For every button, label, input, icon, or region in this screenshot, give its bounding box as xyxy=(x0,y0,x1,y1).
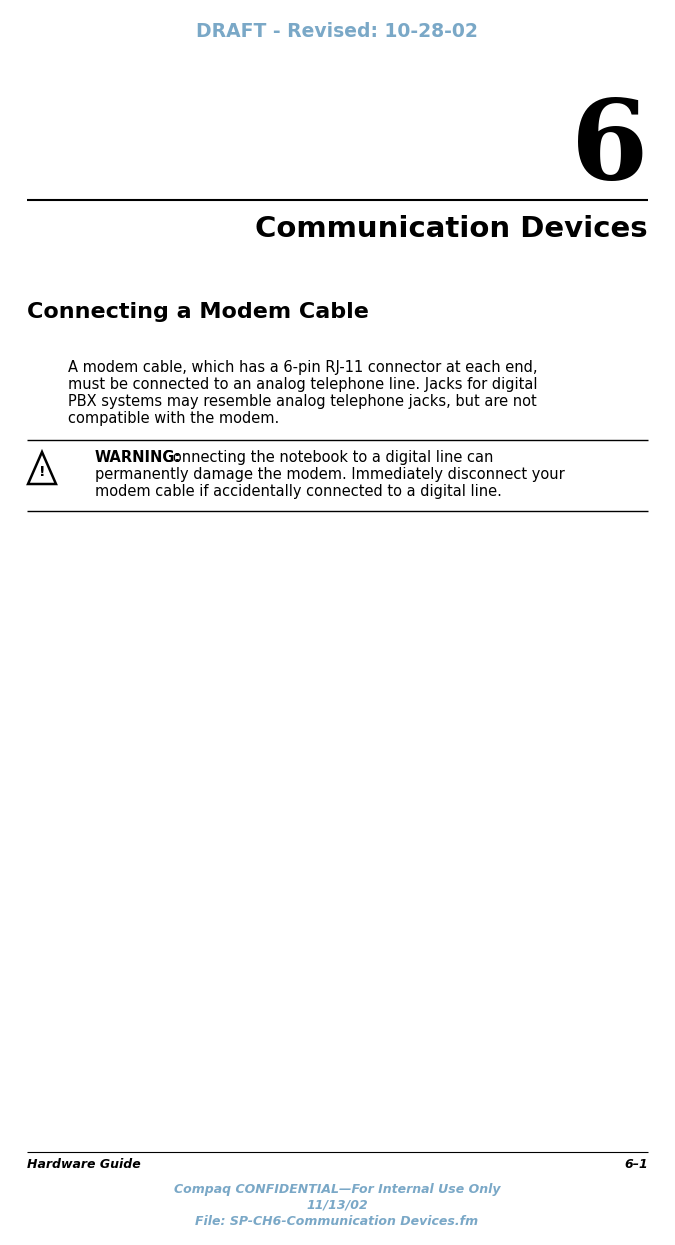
Text: 6: 6 xyxy=(570,95,648,202)
Text: 11/13/02: 11/13/02 xyxy=(306,1199,368,1211)
Text: Compaq CONFIDENTIAL—For Internal Use Only: Compaq CONFIDENTIAL—For Internal Use Onl… xyxy=(173,1183,500,1196)
Text: PBX systems may resemble analog telephone jacks, but are not: PBX systems may resemble analog telephon… xyxy=(68,393,537,410)
Text: A modem cable, which has a 6-pin RJ-11 connector at each end,: A modem cable, which has a 6-pin RJ-11 c… xyxy=(68,360,537,375)
Text: DRAFT - Revised: 10-28-02: DRAFT - Revised: 10-28-02 xyxy=(196,22,478,41)
Text: WARNING:: WARNING: xyxy=(95,449,182,464)
Text: Connecting the notebook to a digital line can: Connecting the notebook to a digital lin… xyxy=(158,449,493,464)
Text: modem cable if accidentally connected to a digital line.: modem cable if accidentally connected to… xyxy=(95,484,502,499)
Text: 6–1: 6–1 xyxy=(624,1158,648,1172)
Text: Connecting a Modem Cable: Connecting a Modem Cable xyxy=(27,303,369,322)
Text: !: ! xyxy=(38,464,45,479)
Text: compatible with the modem.: compatible with the modem. xyxy=(68,411,279,426)
Text: must be connected to an analog telephone line. Jacks for digital: must be connected to an analog telephone… xyxy=(68,377,537,392)
Text: Communication Devices: Communication Devices xyxy=(255,215,648,243)
Text: permanently damage the modem. Immediately disconnect your: permanently damage the modem. Immediatel… xyxy=(95,467,565,482)
Text: Hardware Guide: Hardware Guide xyxy=(27,1158,141,1172)
Text: File: SP-CH6-Communication Devices.fm: File: SP-CH6-Communication Devices.fm xyxy=(196,1215,479,1228)
